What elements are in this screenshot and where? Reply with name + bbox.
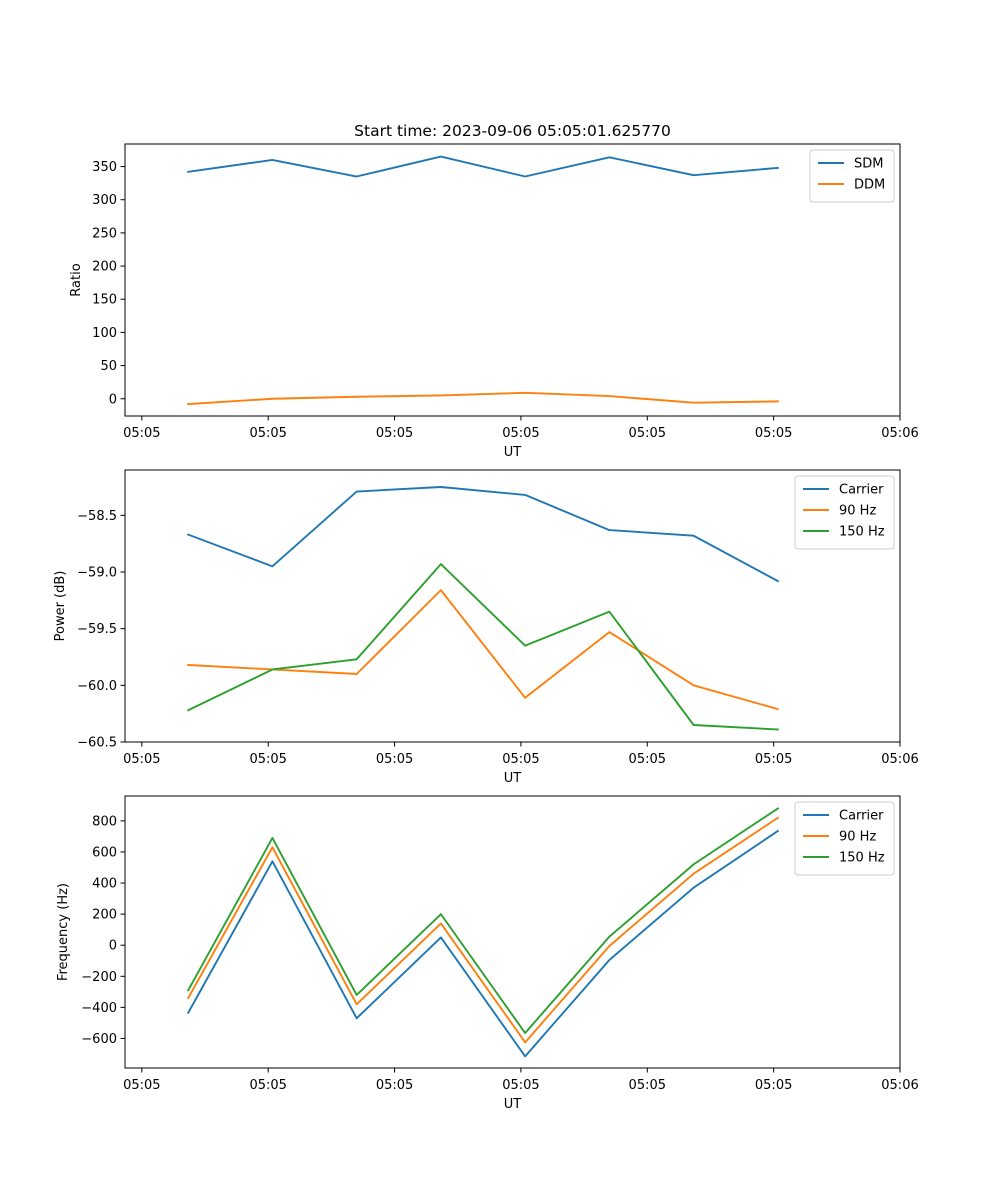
legend: Carrier 90 Hz 150 Hz <box>794 801 895 876</box>
legend-label: 150 Hz <box>839 525 885 540</box>
x-tick-label: 05:05 <box>755 752 792 767</box>
series-line-carrier <box>186 486 780 583</box>
x-tick-label: 05:06 <box>881 426 918 441</box>
legend-label: Carrier <box>839 483 884 498</box>
axes-frame <box>124 469 901 743</box>
x-axis-label: UT <box>504 1097 522 1112</box>
legend-label: Carrier <box>839 809 884 824</box>
x-tick-label: 05:05 <box>376 426 413 441</box>
y-tick-label: 600 <box>92 845 117 860</box>
y-tick-label: 250 <box>92 226 117 241</box>
legend-label: 90 Hz <box>839 504 876 519</box>
chart-panel-3: 05:05 05:05 05:05 05:05 05:05 05:05 05:06 −600 −… <box>56 795 919 1112</box>
series-line-150-hz <box>186 563 779 731</box>
y-tick-label: 300 <box>92 193 117 208</box>
series-line-carrier <box>186 829 780 1058</box>
series-line-150-hz <box>186 807 780 1034</box>
x-tick-label: 05:05 <box>249 426 286 441</box>
series-line-ddm <box>187 391 779 406</box>
y-tick-label: −59.0 <box>77 566 117 581</box>
x-tick-label: 05:05 <box>755 1078 792 1093</box>
x-tick-label: 05:05 <box>123 426 160 441</box>
x-tick-label: 05:05 <box>123 1078 160 1093</box>
legend: Carrier 90 Hz 150 Hz <box>794 475 895 550</box>
y-tick-label: 150 <box>92 293 117 308</box>
y-tick-label: −58.5 <box>77 509 117 524</box>
y-tick-label: 800 <box>92 814 117 829</box>
y-axis-label: Power (dB) <box>53 571 68 642</box>
y-tick-label: 200 <box>92 260 117 275</box>
x-axis-label: UT <box>504 445 522 460</box>
y-axis-label: Ratio <box>69 263 84 296</box>
x-tick-label: 05:05 <box>123 752 160 767</box>
x-tick-label: 05:05 <box>376 1078 413 1093</box>
chart-panel-1: 05:05 05:05 05:05 05:05 05:05 05:05 05:06 0 50 10… <box>69 122 919 460</box>
x-tick-label: 05:05 <box>376 752 413 767</box>
legend: SDM DDM <box>809 149 895 203</box>
y-tick-label: 200 <box>92 908 117 923</box>
y-tick-label: 350 <box>92 160 117 175</box>
y-tick-label: 0 <box>109 939 117 954</box>
chart-panel-2: 05:05 05:05 05:05 05:05 05:05 05:05 05:06 −60.5… <box>53 469 919 786</box>
x-tick-label: 05:05 <box>629 752 666 767</box>
y-tick-label: −60.0 <box>77 679 117 694</box>
legend-label: SDM <box>854 157 883 172</box>
y-tick-label: 50 <box>100 359 117 374</box>
legend-label: DDM <box>854 178 885 193</box>
y-tick-label: −60.5 <box>77 736 117 751</box>
legend-label: 150 Hz <box>839 851 885 866</box>
x-tick-label: 05:06 <box>881 1078 918 1093</box>
x-tick-label: 05:05 <box>502 752 539 767</box>
y-tick-label: −200 <box>81 970 117 985</box>
legend-label: 90 Hz <box>839 830 876 845</box>
y-tick-label: 100 <box>92 326 117 341</box>
x-tick-label: 05:06 <box>881 752 918 767</box>
x-tick-label: 05:05 <box>755 426 792 441</box>
x-tick-label: 05:05 <box>502 426 539 441</box>
y-tick-label: −59.5 <box>77 622 117 637</box>
y-tick-label: 400 <box>92 877 117 892</box>
x-tick-label: 05:05 <box>249 1078 286 1093</box>
x-tick-label: 05:05 <box>502 1078 539 1093</box>
x-tick-label: 05:05 <box>629 1078 666 1093</box>
chart-title: Start time: 2023-09-06 05:05:01.625770 <box>354 122 671 140</box>
y-tick-label: −400 <box>81 1001 117 1016</box>
x-axis-label: UT <box>504 771 522 786</box>
x-tick-label: 05:05 <box>249 752 286 767</box>
series-line-90-hz <box>187 589 780 711</box>
series-line-sdm <box>187 155 779 178</box>
y-tick-label: −600 <box>81 1032 117 1047</box>
x-tick-label: 05:05 <box>629 426 666 441</box>
axes-frame <box>124 143 901 417</box>
y-axis-label: Frequency (Hz) <box>56 883 71 981</box>
series-line-90-hz <box>186 816 780 1044</box>
y-tick-label: 0 <box>109 392 117 407</box>
axes-frame <box>124 795 901 1069</box>
